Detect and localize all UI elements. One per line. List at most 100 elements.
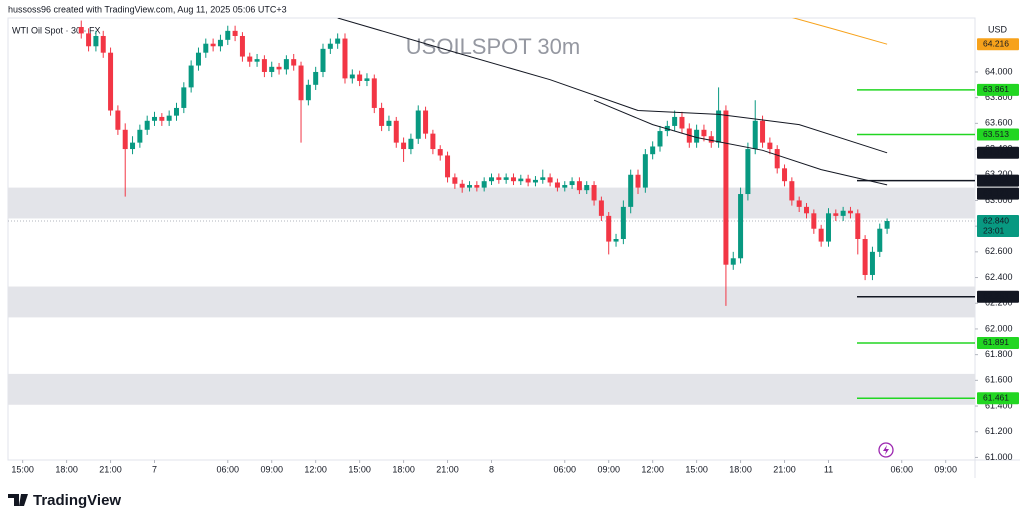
price-tag	[977, 83, 1019, 96]
x-tick-label: 15:00	[685, 464, 708, 474]
candle-body	[320, 48, 326, 72]
candle-body	[342, 38, 348, 79]
y-tick-label: 63.200	[985, 169, 1013, 179]
candle-body	[510, 177, 516, 182]
candle-body	[642, 154, 648, 188]
x-tick-label: 09:00	[260, 464, 283, 474]
candle-body	[774, 149, 780, 169]
y-tick-label: 61.000	[985, 452, 1013, 462]
candle-body	[115, 110, 121, 130]
candle-body	[261, 59, 267, 72]
candle-body	[782, 168, 788, 182]
candle-body	[562, 185, 568, 188]
candle-body	[239, 35, 245, 57]
price-tag-label: 61.461	[983, 392, 1009, 402]
alert-icon[interactable]	[878, 442, 894, 458]
candle-body	[291, 59, 297, 66]
candle-body	[313, 71, 319, 85]
candle-body	[540, 177, 546, 180]
candle-body	[371, 78, 377, 108]
candle-body	[423, 110, 429, 134]
candle-body	[877, 228, 883, 252]
header: hussoss96 created with TradingView.com, …	[8, 4, 287, 14]
candle-body	[159, 116, 165, 121]
candle-body	[217, 39, 223, 47]
x-tick-label: 06:00	[217, 464, 240, 474]
candle-body	[93, 35, 99, 47]
candle-body	[869, 251, 875, 275]
price-tag	[977, 290, 1019, 303]
candle-body	[679, 116, 685, 129]
x-tick-label: 06:00	[890, 464, 913, 474]
candle-body	[855, 213, 861, 239]
y-tick-label: 63.800	[985, 92, 1013, 102]
candle-body	[437, 149, 443, 156]
candle-body	[173, 107, 179, 116]
price-tag	[977, 128, 1019, 141]
candle-body	[576, 181, 582, 191]
candle-body	[613, 239, 619, 242]
candle-body	[181, 87, 187, 108]
candle-body	[884, 221, 890, 229]
candle-body	[283, 59, 289, 70]
x-tick-label: 11	[824, 464, 833, 474]
candle-body	[496, 177, 502, 180]
candle-body	[518, 178, 524, 182]
candle-body	[635, 174, 641, 188]
price-tag	[977, 187, 1019, 200]
candle-body	[723, 110, 729, 265]
candle-body	[503, 177, 509, 180]
x-tick-label: 18:00	[55, 464, 78, 474]
candle-body	[144, 120, 150, 130]
candle-body	[232, 30, 238, 36]
candle-body	[467, 185, 473, 188]
candle-body	[100, 35, 106, 53]
x-tick-label: 15:00	[11, 464, 34, 474]
y-tick-label: 64.000	[985, 66, 1013, 76]
x-tick-label: 06:00	[553, 464, 576, 474]
currency: USD	[988, 24, 1008, 34]
candle-body	[203, 43, 209, 53]
candle-body	[327, 43, 333, 49]
candle-body	[584, 185, 590, 191]
candle-body	[276, 66, 282, 70]
y-tick-label: 62.600	[985, 246, 1013, 256]
symbol-label: WTI Oil Spot · 30 · FX	[12, 25, 101, 35]
candle-body	[481, 181, 487, 188]
y-tick-label: 61.800	[985, 349, 1013, 359]
candle-body	[591, 185, 597, 201]
candle-body	[364, 78, 370, 81]
candle-body	[401, 142, 407, 150]
candle-body	[474, 185, 480, 188]
price-tag	[977, 174, 1019, 187]
brand-logo[interactable]: TradingView	[8, 492, 121, 509]
candle-body	[298, 65, 304, 101]
price-tag	[977, 215, 1019, 238]
price-tag	[977, 392, 1019, 405]
zone	[8, 286, 975, 318]
y-tick-label: 61.200	[985, 426, 1013, 436]
candle-body	[840, 210, 846, 216]
candle-body	[569, 181, 575, 186]
candle-body	[386, 120, 392, 126]
candle-body	[672, 116, 678, 126]
candle-body	[393, 120, 399, 143]
moving-average	[792, 18, 888, 45]
price-tag-label: 62.840	[983, 215, 1009, 225]
x-tick-label: 21:00	[436, 464, 459, 474]
candle-body	[445, 155, 451, 178]
candle-body	[86, 33, 92, 47]
candle-body	[554, 182, 560, 188]
moving-average	[337, 18, 888, 154]
candle-body	[130, 142, 136, 150]
y-tick-label: 62.400	[985, 272, 1013, 282]
candle-body	[459, 183, 465, 188]
candle-body	[335, 38, 341, 44]
candle-body	[789, 181, 795, 201]
x-tick-label: 12:00	[304, 464, 327, 474]
candle-body	[752, 120, 758, 150]
candle-body	[547, 177, 553, 183]
candle-body	[379, 107, 385, 126]
x-tick-label: 18:00	[729, 464, 752, 474]
candle-body	[452, 177, 458, 184]
